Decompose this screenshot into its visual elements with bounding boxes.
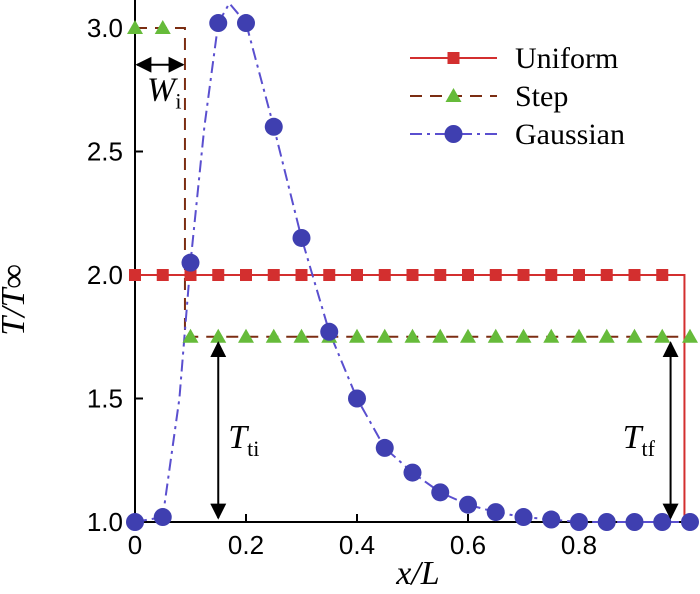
series-line-gaussian [134, 1, 690, 523]
y-tick-label: 1.0 [87, 507, 123, 537]
data-point-gaussian [292, 228, 311, 247]
data-point-uniform [489, 269, 502, 281]
legend-marker-uniform [447, 52, 460, 64]
data-point-uniform [517, 269, 530, 281]
data-point-gaussian [542, 510, 561, 529]
y-tick-label: 3.0 [87, 13, 123, 43]
data-point-step [487, 328, 504, 343]
legend-marker-gaussian [444, 125, 463, 143]
data-point-gaussian [570, 513, 588, 531]
data-point-uniform [573, 269, 585, 281]
data-point-step [626, 328, 643, 343]
data-point-uniform [212, 269, 225, 281]
annotations: Wi Tti Ttf [135, 56, 679, 520]
data-point-uniform [240, 269, 252, 281]
data-point-uniform [406, 269, 419, 281]
series-markers [126, 14, 699, 531]
data-point-step [598, 328, 615, 343]
data-point-uniform [129, 269, 141, 281]
legend-label-uniform: Uniform [515, 42, 618, 75]
data-point-uniform [628, 269, 641, 281]
data-point-uniform [462, 269, 474, 281]
data-point-gaussian [681, 513, 699, 531]
legend-marker-step [445, 88, 462, 102]
x-tick-label: 0.8 [561, 530, 597, 560]
data-point-gaussian [514, 508, 533, 527]
data-point-step [349, 328, 365, 343]
data-point-step [571, 328, 587, 343]
legend-label-gaussian: Gaussian [515, 118, 625, 151]
data-point-gaussian [459, 495, 477, 514]
x-tick-label: 0.6 [450, 530, 486, 560]
data-point-uniform [351, 269, 363, 281]
data-point-step [654, 328, 671, 343]
data-point-gaussian [264, 117, 283, 136]
data-point-uniform [295, 269, 308, 281]
data-point-step [543, 328, 560, 343]
x-tick-label: 0.2 [228, 530, 264, 560]
data-point-uniform [378, 269, 391, 281]
data-point-step [265, 328, 282, 343]
data-point-gaussian [209, 14, 228, 33]
data-point-gaussian [348, 389, 366, 408]
data-point-uniform [434, 269, 447, 281]
data-point-step [376, 328, 393, 343]
plot-axes [134, 0, 698, 523]
data-point-step [238, 328, 254, 343]
data-point-uniform [156, 269, 169, 281]
y-tick-label: 1.5 [87, 384, 123, 414]
data-point-uniform [184, 269, 197, 281]
data-point-gaussian [237, 14, 255, 33]
data-point-step [404, 328, 421, 343]
data-point-uniform [323, 269, 336, 281]
legend: Uniform Step Gaussian [410, 42, 625, 151]
data-point-step [460, 328, 476, 343]
data-point-gaussian [653, 513, 672, 531]
data-point-gaussian [320, 322, 339, 341]
x-ticks: 0 0.2 0.4 0.6 0.8 [128, 514, 597, 560]
data-point-step [210, 328, 227, 343]
y-tick-label: 2.0 [87, 260, 123, 290]
y-tick-label: 2.5 [87, 137, 123, 167]
data-point-step [154, 20, 171, 34]
span-label-tf: Ttf [623, 419, 656, 461]
data-point-step [127, 20, 143, 34]
width-span-label: Wi [147, 72, 181, 114]
data-point-gaussian [126, 513, 144, 531]
data-point-gaussian [375, 438, 394, 457]
data-point-uniform [656, 269, 669, 281]
data-point-step [432, 328, 449, 343]
data-point-gaussian [181, 253, 200, 272]
x-tick-label: 0 [128, 530, 142, 560]
data-point-uniform [545, 269, 558, 281]
legend-label-step: Step [515, 80, 568, 113]
data-point-step [515, 328, 532, 343]
data-point-gaussian [403, 463, 422, 482]
y-axis-title: T/T∞ [0, 264, 32, 336]
data-point-step [182, 328, 199, 343]
data-point-uniform [267, 269, 280, 281]
data-point-gaussian [431, 483, 450, 502]
data-point-step [682, 328, 698, 343]
data-point-step [293, 328, 310, 343]
data-point-uniform [600, 269, 613, 281]
x-axis-title: x/L [395, 555, 439, 592]
data-point-gaussian [486, 503, 505, 522]
data-point-gaussian [597, 513, 616, 531]
span-label-ti: Tti [228, 419, 259, 461]
data-point-gaussian [153, 508, 172, 527]
y-ticks: 1.0 1.5 2.0 2.5 3.0 [87, 13, 143, 537]
x-tick-label: 0.4 [339, 530, 375, 560]
data-point-gaussian [625, 513, 644, 531]
